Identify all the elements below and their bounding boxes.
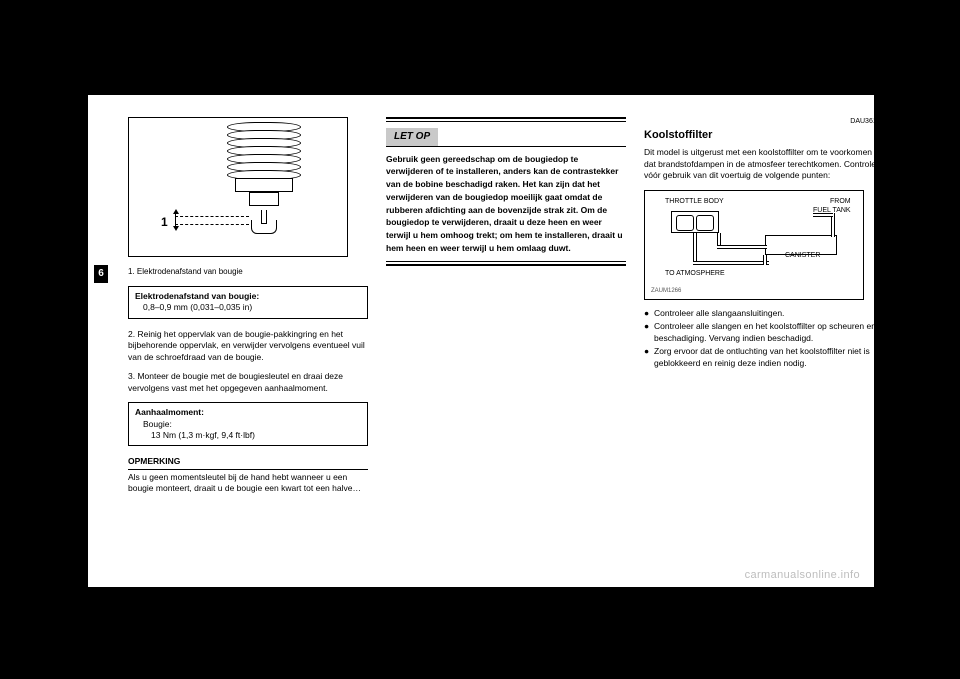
- spec-label: Elektrodenafstand van bougie:: [135, 291, 361, 302]
- section-tab: 6: [94, 265, 108, 283]
- spec-value: 0,8–0,9 mm (0,031–0,035 in): [135, 302, 361, 313]
- note-heading: OPMERKING: [128, 456, 368, 469]
- bullet-list: ●Controleer alle slangaansluitingen. ●Co…: [644, 308, 884, 369]
- pipe: [717, 245, 767, 249]
- column-3: DAU36112 Koolstoffilter Dit model is uit…: [644, 117, 884, 371]
- gap-marker-label: 1: [161, 214, 168, 230]
- letop-badge: LET OP: [386, 128, 438, 147]
- section-code: DAU36112: [644, 117, 884, 126]
- spec-box-torque: Aanhaalmoment: Bougie: 13 Nm (1,3 m·kgf,…: [128, 402, 368, 446]
- page: 6 1 1. Elektrodenafstand van bougie Elek…: [88, 95, 874, 587]
- bullet-text: Controleer alle slangen en het koolstoff…: [654, 321, 884, 344]
- step-3-text: 3. Monteer de bougie met de bougiesleute…: [128, 371, 368, 394]
- list-item: ●Controleer alle slangaansluitingen.: [644, 308, 884, 319]
- step-2-text: 2. Reinig het oppervlak van de bougie-pa…: [128, 329, 368, 363]
- figure-caption: 1. Elektrodenafstand van bougie: [128, 267, 368, 278]
- bullet-text: Zorg ervoor dat de ontluchting van het k…: [654, 346, 884, 369]
- torque-value: 13 Nm (1,3 m·kgf, 9,4 ft·lbf): [135, 430, 361, 441]
- pipe: [693, 233, 697, 263]
- spark-plug-figure: 1: [128, 117, 348, 257]
- label-to-atmosphere: TO ATMOSPHERE: [665, 269, 725, 278]
- spark-plug-body: [227, 122, 301, 210]
- bullet-text: Controleer alle slangaansluitingen.: [654, 308, 784, 319]
- pipe: [693, 261, 769, 265]
- spec-box-gap: Elektrodenafstand van bougie: 0,8–0,9 mm…: [128, 286, 368, 319]
- section-title: Koolstoffilter: [644, 128, 884, 143]
- label-throttle-body: THROTTLE BODY: [665, 197, 724, 206]
- list-item: ●Zorg ervoor dat de ontluchting van het …: [644, 346, 884, 369]
- pipe: [763, 255, 767, 265]
- section-intro: Dit model is uitgerust met een koolstoff…: [644, 147, 884, 181]
- spark-plug-tip: [249, 210, 279, 240]
- bullet-icon: ●: [644, 321, 654, 344]
- column-2: LET OP Gebruik geen gereedschap om de bo…: [386, 117, 626, 266]
- watermark: carmanualsonline.info: [745, 569, 860, 581]
- separator-bottom: [386, 261, 626, 266]
- canister-box: [765, 235, 837, 255]
- canister-diagram: THROTTLE BODY FROM FUEL TANK TO ATMOSPHE…: [644, 190, 864, 300]
- pipe: [813, 213, 833, 217]
- note-text: Als u geen momentsleutel bij de hand heb…: [128, 472, 368, 495]
- throttle-body-box: [671, 211, 719, 233]
- bullet-icon: ●: [644, 346, 654, 369]
- diagram-code: ZAUM1266: [651, 287, 681, 295]
- letop-text: Gebruik geen gereedschap om de bougiedop…: [386, 153, 626, 255]
- separator-top: [386, 117, 626, 122]
- list-item: ●Controleer alle slangen en het koolstof…: [644, 321, 884, 344]
- torque-label: Aanhaalmoment:: [135, 407, 361, 418]
- bullet-icon: ●: [644, 308, 654, 319]
- column-1: 1 1. Elektrodenafstand van bougie Elektr…: [128, 117, 368, 495]
- torque-item: Bougie:: [135, 419, 361, 430]
